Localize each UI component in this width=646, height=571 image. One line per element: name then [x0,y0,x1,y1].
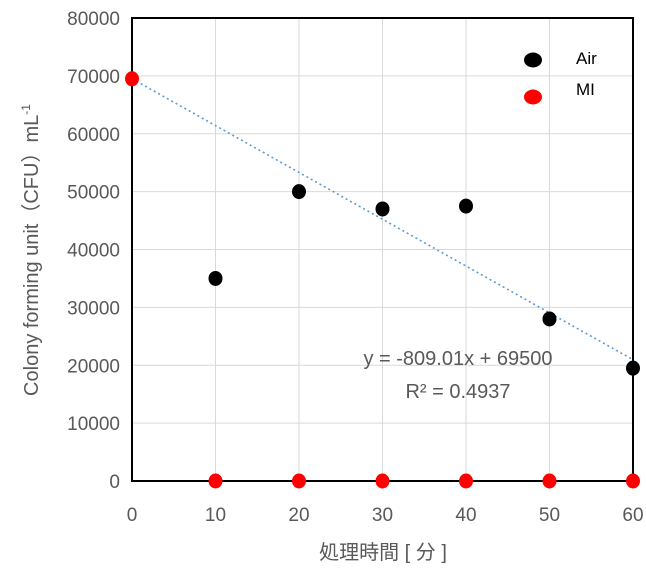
data-point-air [208,270,223,286]
data-point-air [626,360,640,376]
data-point-mi [375,473,390,489]
y-tick-label: 10000 [67,414,120,435]
trendline-equation: y = -809.01x + 69500 [363,348,552,370]
data-point-mi [542,473,557,489]
y-tick-label: 0 [109,472,120,493]
x-tick-label: 40 [455,505,476,526]
data-point-air [292,184,306,200]
x-tick-label: 10 [205,505,226,526]
y-tick-label: 20000 [67,356,120,377]
y-axis-title-main: Colony forming unit（CFU）mL [20,115,43,396]
y-tick-label: 30000 [67,298,120,319]
trendline [131,78,634,361]
data-point-mi [125,71,139,87]
x-tick-label: 50 [539,505,560,526]
x-tick-label: 60 [622,505,643,526]
x-axis-ticks: 0 10 20 30 40 50 60 [127,505,644,526]
x-axis-title: 処理時間 [ 分 ] [319,541,447,564]
data-point-air [542,311,557,327]
data-point-air [375,201,390,217]
data-point-mi [459,473,473,489]
legend-label-air: Air [576,49,597,68]
grid-lines [131,17,634,482]
legend: Air MI [524,49,597,105]
y-axis-ticks: 0 10000 20000 30000 40000 50000 60000 70000 8000… [67,9,120,493]
legend-marker-air [524,52,542,68]
y-tick-label: 80000 [67,9,120,30]
data-points [125,71,640,489]
x-tick-label: 0 [127,505,138,526]
y-axis-title-superscript: -1 [19,104,33,115]
y-tick-label: 70000 [67,67,120,88]
trendline-r-squared: R² = 0.4937 [405,381,510,403]
data-point-mi [292,473,306,489]
data-point-mi [208,473,223,489]
y-axis-title: Colony forming unit（CFU）mL-1 [19,104,43,396]
x-tick-label: 30 [372,505,393,526]
y-tick-label: 60000 [67,125,120,146]
y-tick-label: 40000 [67,241,120,262]
data-point-air [459,198,473,214]
y-tick-label: 50000 [67,183,120,204]
data-point-mi [626,473,640,489]
legend-marker-mi [524,89,542,105]
x-tick-label: 20 [288,505,309,526]
legend-label-mi: MI [576,80,595,99]
